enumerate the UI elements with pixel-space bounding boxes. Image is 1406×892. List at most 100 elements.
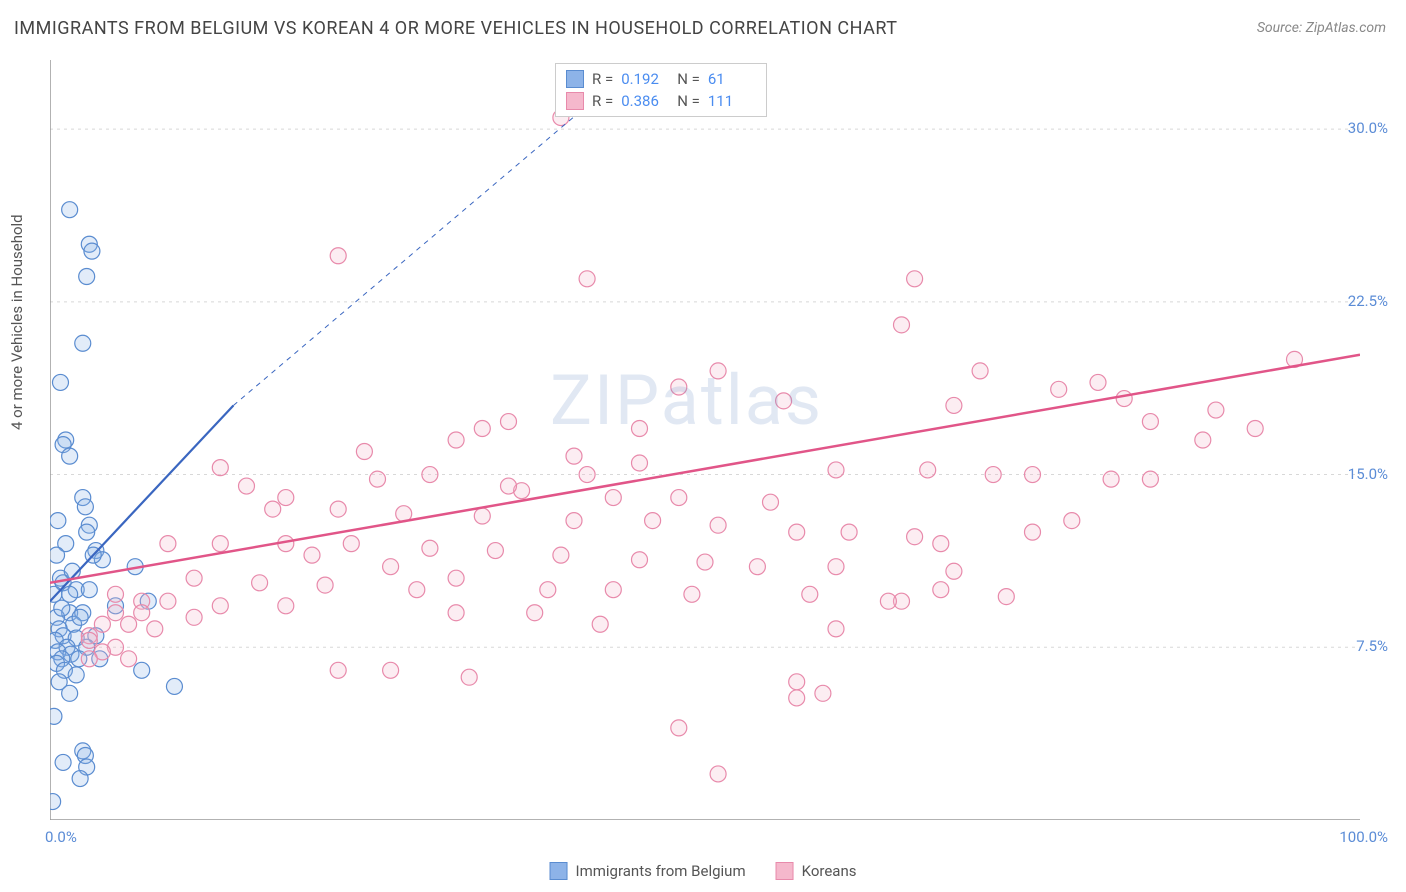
data-point: [907, 529, 923, 545]
data-point: [239, 478, 255, 494]
data-point: [461, 669, 477, 685]
x-tick-label: 0.0%: [45, 828, 77, 846]
data-point: [789, 690, 805, 706]
data-point: [697, 554, 713, 570]
data-point: [77, 499, 93, 515]
data-point: [212, 536, 228, 552]
data-point: [501, 478, 517, 494]
data-point: [1090, 374, 1106, 390]
data-point: [54, 600, 70, 616]
data-point: [1025, 524, 1041, 540]
data-point: [330, 248, 346, 264]
data-point: [1142, 471, 1158, 487]
data-point: [710, 363, 726, 379]
data-point: [62, 448, 78, 464]
data-point: [605, 490, 621, 506]
data-point: [330, 501, 346, 517]
data-point: [540, 582, 556, 598]
data-point: [605, 582, 621, 598]
bottom-legend: Immigrants from BelgiumKoreans: [550, 862, 857, 880]
data-point: [304, 547, 320, 563]
trend-line-extrapolation: [233, 95, 600, 406]
data-point: [448, 432, 464, 448]
data-point: [356, 444, 372, 460]
data-point: [422, 540, 438, 556]
data-point: [907, 271, 923, 287]
data-point: [94, 616, 110, 632]
data-point: [946, 563, 962, 579]
chart-title: IMMIGRANTS FROM BELGIUM VS KOREAN 4 OR M…: [14, 18, 897, 39]
data-point: [671, 720, 687, 736]
data-point: [265, 501, 281, 517]
data-point: [566, 448, 582, 464]
data-point: [62, 685, 78, 701]
data-point: [84, 243, 100, 259]
data-point: [448, 570, 464, 586]
data-point: [933, 536, 949, 552]
data-point: [1247, 420, 1263, 436]
data-point: [134, 605, 150, 621]
data-point: [579, 271, 595, 287]
stats-row: R = 0.386 N = 111: [566, 90, 756, 112]
data-point: [212, 598, 228, 614]
data-point: [160, 536, 176, 552]
data-point: [985, 467, 1001, 483]
source-attribution: Source: ZipAtlas.com: [1257, 20, 1386, 36]
stats-row: R = 0.192 N = 61: [566, 68, 756, 90]
legend-swatch: [550, 862, 568, 880]
data-point: [79, 524, 95, 540]
y-tick-label: 7.5%: [1356, 637, 1388, 655]
data-point: [186, 570, 202, 586]
data-point: [566, 513, 582, 529]
series-swatch: [566, 70, 584, 88]
x-tick-label: 100.0%: [1339, 828, 1388, 846]
data-point: [383, 559, 399, 575]
data-point: [527, 605, 543, 621]
data-point: [75, 335, 91, 351]
y-tick-label: 15.0%: [1348, 465, 1388, 483]
data-point: [487, 543, 503, 559]
data-point: [166, 678, 182, 694]
data-point: [789, 674, 805, 690]
legend-item: Koreans: [776, 862, 857, 880]
data-point: [1208, 402, 1224, 418]
data-point: [1195, 432, 1211, 448]
data-point: [160, 593, 176, 609]
data-point: [50, 708, 62, 724]
data-point: [474, 508, 490, 524]
data-point: [592, 616, 608, 632]
r-label: R =: [592, 92, 613, 110]
legend-swatch: [776, 862, 794, 880]
data-point: [671, 379, 687, 395]
data-point: [72, 771, 88, 787]
data-point: [147, 621, 163, 637]
data-point: [81, 632, 97, 648]
data-point: [62, 202, 78, 218]
data-point: [763, 494, 779, 510]
data-point: [186, 609, 202, 625]
data-point: [448, 605, 464, 621]
data-point: [776, 393, 792, 409]
data-point: [108, 586, 124, 602]
data-point: [946, 397, 962, 413]
data-point: [841, 524, 857, 540]
n-label: N =: [677, 92, 700, 110]
data-point: [81, 651, 97, 667]
data-point: [972, 363, 988, 379]
trend-line: [50, 355, 1360, 583]
data-point: [1116, 391, 1132, 407]
data-point: [108, 605, 124, 621]
data-point: [749, 559, 765, 575]
data-point: [1103, 471, 1119, 487]
r-value: 0.192: [621, 70, 669, 88]
data-point: [370, 471, 386, 487]
data-point: [474, 420, 490, 436]
data-point: [422, 467, 438, 483]
data-point: [645, 513, 661, 529]
data-point: [710, 766, 726, 782]
scatter-chart: [50, 60, 1360, 820]
r-value: 0.386: [621, 92, 669, 110]
data-point: [828, 559, 844, 575]
n-label: N =: [677, 70, 700, 88]
data-point: [52, 374, 68, 390]
